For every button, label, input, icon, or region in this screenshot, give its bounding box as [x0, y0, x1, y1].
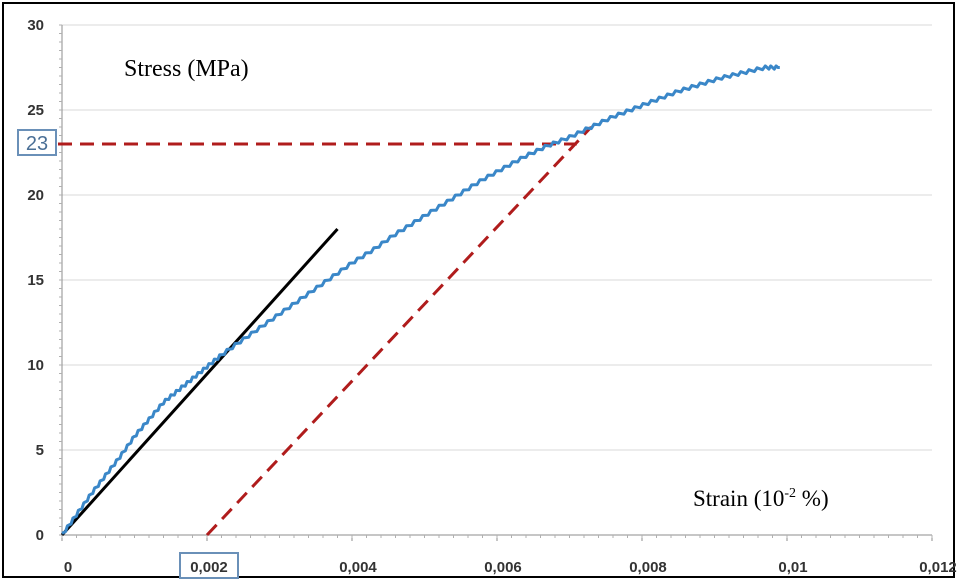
- highlight-y-label: 23: [26, 133, 48, 155]
- x-tick-label: 0,004: [339, 559, 377, 576]
- axes: [59, 24, 933, 541]
- y-tick-label: 30: [27, 17, 44, 34]
- highlight-x-box: [179, 552, 239, 579]
- x-tick-label: 0,006: [484, 559, 522, 576]
- highlight-x-label: 0,002: [190, 559, 228, 576]
- stress-strain-series: [61, 64, 780, 535]
- x-tick-label: 0,01: [778, 559, 807, 576]
- y-tick-label: 15: [27, 272, 44, 289]
- x-axis-label-base: Strain (10: [693, 486, 784, 511]
- y-tick-label: 25: [27, 102, 44, 119]
- gridlines: [62, 24, 932, 451]
- tick-labels: 0 5 10 15 20 25 30 0 0,004 0,006 0,008 0,01 0,012: [27, 17, 956, 576]
- highlight-y-box: [17, 129, 57, 156]
- offset-line: [205, 125, 593, 537]
- x-axis-label-unit: %): [796, 486, 829, 511]
- x-tick-label: 0,008: [629, 559, 667, 576]
- y-tick-label: 20: [27, 187, 44, 204]
- y-tick-label: 0: [36, 527, 44, 544]
- tangent-line: [60, 227, 339, 537]
- y-tick-label: 5: [36, 442, 44, 459]
- x-tick-label: 0,012: [919, 559, 957, 576]
- x-tick-label: 0: [64, 559, 72, 576]
- x-axis-label: Strain (10-2 %): [693, 486, 829, 511]
- y-tick-label: 10: [27, 357, 44, 374]
- data-lines: [58, 64, 780, 537]
- y-axis-label: Stress (MPa): [124, 56, 249, 82]
- x-axis-label-exponent: -2: [784, 486, 796, 501]
